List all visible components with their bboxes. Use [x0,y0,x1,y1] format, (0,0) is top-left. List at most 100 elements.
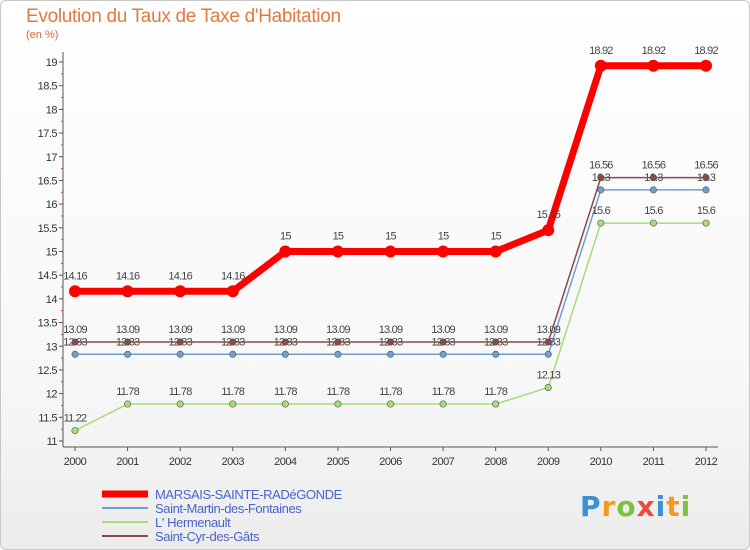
x-tick-label: 2003 [222,456,245,468]
logo-letter: o [616,490,637,523]
data-label: 11.78 [221,386,244,398]
data-point [229,338,237,346]
logo-letter: t [666,490,681,523]
data-point [124,338,132,346]
data-point [492,350,500,358]
data-point [544,350,552,358]
data-label: 13.09 [379,324,403,336]
data-point [439,400,447,408]
data-label: 13.09 [484,324,508,336]
data-point [281,400,289,408]
data-label: 15.6 [592,205,611,217]
data-label: 11.22 [64,413,87,425]
x-tick-label: 2010 [590,456,613,468]
data-point [71,427,79,435]
y-tick-label: 13.5 [38,318,58,330]
y-tick-label: 15 [46,247,58,259]
data-label: 15 [385,231,396,243]
y-tick-label: 13 [46,341,58,353]
x-tick-label: 2008 [484,456,507,468]
x-tick-label: 2006 [379,456,402,468]
y-tick-label: 16.5 [38,175,58,187]
data-point [439,338,447,346]
x-tick-label: 2001 [116,456,139,468]
data-label: 15.45 [536,209,560,221]
x-tick-label: 2000 [64,456,87,468]
data-label: 16.56 [589,160,613,172]
data-point [229,400,237,408]
data-label: 11.78 [169,386,192,398]
data-label: 14.16 [63,270,87,282]
data-point [649,174,657,182]
data-label: 15 [333,231,344,243]
data-point [226,285,239,298]
data-point [71,338,79,346]
logo-letter: P [580,490,602,523]
data-label: 13.09 [116,324,140,336]
y-tick-label: 14.5 [38,270,58,282]
data-label: 13.09 [326,324,350,336]
data-point [386,338,394,346]
data-label: 13.09 [431,324,455,336]
data-point [334,350,342,358]
data-point [700,59,712,72]
y-tick-label: 17.5 [38,128,58,140]
data-point [174,285,187,298]
y-tick-label: 16 [46,199,58,211]
data-label: 13.09 [274,324,298,336]
logo-letter: i [655,490,667,523]
data-point [334,338,342,346]
data-point [702,219,710,227]
x-tick-label: 2005 [327,456,350,468]
y-tick-label: 14 [46,294,58,306]
data-point [542,224,555,237]
x-tick-label: 2009 [537,456,560,468]
x-tick-label: 2007 [432,456,455,468]
legend-entry: MARSAIS-SAINTE-RADéGONDE [155,487,343,502]
x-tick-label: 2011 [643,456,665,468]
data-label: 11.78 [379,386,402,398]
x-tick-label: 2004 [274,456,297,468]
data-label: 18.92 [694,45,718,57]
data-label: 11.78 [327,386,350,398]
data-point [281,350,289,358]
data-point [176,350,184,358]
data-point [69,285,81,298]
data-point [702,186,710,194]
data-point [176,338,184,346]
data-point [386,400,394,408]
logo-letter: x [636,490,656,523]
data-point [544,383,552,391]
data-label: 18.92 [642,45,666,57]
data-point [492,400,500,408]
legend-entry: Saint-Cyr-des-Gâts [155,529,260,544]
data-label: 13.09 [536,324,560,336]
x-tick-label: 2012 [695,456,718,468]
data-point [386,350,394,358]
y-tick-label: 11.5 [38,412,57,424]
data-point [647,59,660,72]
data-point [124,350,132,358]
logo-letter: i [680,490,692,523]
data-label: 14.16 [116,270,140,282]
y-tick-label: 17 [46,152,58,164]
data-label: 15 [280,231,291,243]
data-point [544,338,552,346]
data-point [489,245,502,258]
data-label: 11.78 [274,386,297,398]
data-point [229,350,237,358]
chart-title: Evolution du Taux de Taxe d'Habitation [26,6,341,27]
proxiti-logo: Proxiti [580,490,691,523]
data-point [597,186,605,194]
data-point [71,350,79,358]
data-point [279,245,292,258]
legend-entry: L' Hermenault [155,515,231,530]
x-tick-label: 2002 [169,456,192,468]
data-label: 18.92 [589,45,613,57]
data-point [334,400,342,408]
data-point [492,338,500,346]
y-tick-label: 19 [46,57,58,69]
data-point [176,400,184,408]
